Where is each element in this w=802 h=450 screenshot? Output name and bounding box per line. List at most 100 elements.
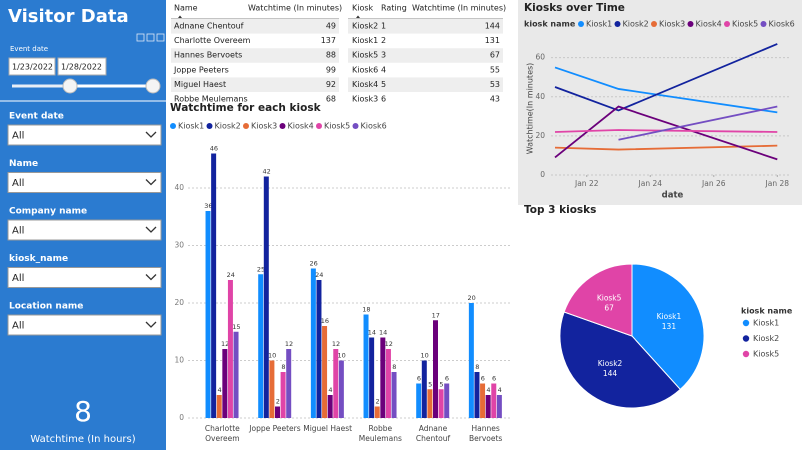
table-row-band [348, 19, 503, 34]
pie-slice [631, 263, 705, 391]
slice-label: Kiosk5 [597, 294, 622, 303]
legend-label: Kiosk2 [623, 20, 649, 29]
card-label: Watchtime (In hours) [30, 434, 135, 445]
data-label: 12 [385, 340, 393, 348]
x-tick-label: Jan 24 [638, 179, 663, 188]
data-label: 2 [375, 398, 379, 406]
slicer-label: Event date [10, 45, 48, 53]
dropdown[interactable] [7, 219, 162, 241]
table-cell: 6 [381, 95, 386, 104]
table-cell: 2 [381, 36, 386, 45]
legend-marker [724, 21, 730, 27]
data-label: 14 [368, 329, 376, 337]
chart-title: Kiosks over Time [524, 2, 625, 14]
data-label: 24 [315, 271, 323, 279]
table-row-band [171, 77, 339, 92]
chevron [145, 321, 157, 328]
x-axis-title: date [662, 191, 684, 201]
data-label: 17 [432, 311, 440, 319]
bar [263, 176, 269, 418]
data-label: 4 [217, 386, 221, 394]
x-tick-label: Robbe Meulemans [358, 424, 402, 443]
visual-icon [156, 33, 165, 42]
slice-label: Kiosk1 [657, 312, 682, 321]
legend-label: Kiosk1 [178, 122, 204, 131]
series-line [554, 129, 778, 133]
y-axis-title: Watchtime(In minutes) [526, 63, 535, 155]
chart-title: Top 3 kiosks [524, 204, 596, 216]
bar [369, 337, 375, 418]
date-input[interactable] [57, 57, 107, 76]
table-row-band [348, 48, 503, 63]
data-label: 10 [420, 352, 428, 360]
data-label: 4 [328, 386, 332, 394]
slider-handle[interactable] [62, 78, 78, 94]
bar [421, 360, 427, 418]
data-label: 36 [204, 202, 212, 210]
dropdown-value: All [12, 321, 24, 332]
table-cell: 55 [490, 65, 500, 74]
date-end: 1/28/2022 [61, 63, 102, 72]
chevron [145, 226, 157, 233]
slice-value: 67 [604, 304, 614, 313]
table-row-band [171, 48, 339, 63]
table-cell: 5 [381, 80, 386, 89]
bar [222, 349, 228, 418]
bar [310, 268, 316, 418]
dropdown[interactable] [7, 314, 162, 336]
sort-indicator [356, 15, 360, 18]
legend-marker [760, 21, 767, 27]
bar [374, 406, 380, 418]
visual-icon [136, 33, 145, 42]
data-label: 25 [257, 265, 265, 273]
table-header: Watchtime (In minutes) [412, 4, 506, 13]
dropdown[interactable] [7, 124, 162, 146]
bar [227, 280, 233, 418]
table-cell: Kiosk2 [352, 22, 378, 31]
data-label: 46 [210, 145, 218, 153]
table-cell: Kiosk5 [352, 51, 378, 60]
dropdown[interactable] [7, 172, 162, 193]
date-input[interactable] [8, 57, 56, 76]
legend-title: kiosk name [524, 20, 576, 29]
bar [316, 280, 322, 418]
x-tick-label: Miguel Haest [303, 424, 353, 433]
legend-label: Kiosk1 [753, 319, 779, 328]
slicer-label: Name [9, 159, 38, 169]
table-cell: 3 [381, 51, 386, 60]
table-header: Rating [381, 4, 407, 13]
table-cell: 88 [326, 51, 336, 60]
legend-label: Kiosk4 [696, 20, 722, 29]
bar [433, 320, 438, 418]
data-label: 20 [468, 294, 476, 302]
slider-handle[interactable] [145, 78, 161, 94]
data-label: 6 [417, 375, 421, 383]
legend-marker [170, 123, 176, 129]
data-label: 26 [310, 260, 318, 268]
series-line [554, 66, 778, 114]
bar [216, 395, 222, 418]
pie-slice [563, 263, 633, 337]
legend-marker [352, 123, 359, 129]
data-label: 6 [492, 375, 496, 383]
table-cell: 49 [326, 22, 336, 31]
table-cell: 131 [485, 36, 500, 45]
slicer-label: Event date [9, 112, 64, 122]
table-cell: Robbe Meulemans [174, 95, 248, 104]
table-cell: 68 [326, 95, 336, 104]
table-cell: Kiosk1 [352, 36, 378, 45]
slicer-label: kiosk_name [9, 254, 68, 264]
bar [468, 303, 474, 418]
table-cell: Miguel Haest [174, 80, 226, 89]
data-label: 8 [475, 363, 479, 371]
x-tick-label: Joppe Peeters [249, 424, 301, 433]
table-cell: 99 [326, 65, 336, 74]
dropdown[interactable] [7, 267, 162, 288]
data-label: 15 [232, 323, 240, 331]
data-label: 10 [268, 352, 276, 360]
data-label: 6 [445, 375, 449, 383]
bar [363, 314, 369, 418]
table-cell: 53 [490, 80, 500, 89]
